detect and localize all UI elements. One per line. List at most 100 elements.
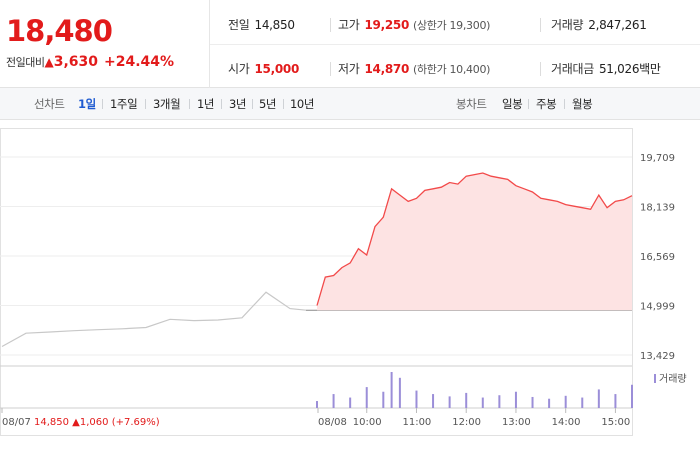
change-value: 3,630 <box>53 54 99 70</box>
stat-open: 시가 15,000 <box>228 60 299 77</box>
candle-chart-group-label: 봉차트 <box>456 97 487 111</box>
stat-divider <box>330 62 331 76</box>
low-label: 저가 <box>338 62 360 76</box>
change-row: 전일대비▲3,630 +24.44% <box>6 54 174 70</box>
x-tick-label: 11:00 <box>402 417 431 428</box>
volume-legend-label: 거래량 <box>659 373 687 385</box>
stat-divider <box>540 62 541 76</box>
chart-period-tabs: 선차트 1일 1주일 3개월 1년 3년 5년 10년 봉차트 일봉 주봉 월봉 <box>0 88 700 120</box>
lower-limit-label: (하한가 <box>413 63 447 76</box>
y-tick-label: 13,429 <box>640 351 675 362</box>
tab-separator <box>564 99 565 109</box>
tab-1day[interactable]: 1일 <box>78 97 96 111</box>
x-tick-label: 13:00 <box>502 417 531 428</box>
stat-amount: 거래대금 51,026백만 <box>551 60 661 77</box>
volume-bar <box>531 396 534 408</box>
high-label: 고가 <box>338 18 360 32</box>
tab-separator <box>189 99 190 109</box>
volume-bar <box>548 398 551 408</box>
tab-weekly-candle[interactable]: 주봉 <box>536 97 557 111</box>
tab-separator <box>528 99 529 109</box>
tab-10year[interactable]: 10년 <box>290 97 315 111</box>
volume-bar <box>332 394 335 408</box>
volume-bar <box>382 391 385 408</box>
open-value: 15,000 <box>254 62 299 76</box>
stat-divider <box>330 18 331 32</box>
stat-divider <box>540 18 541 32</box>
prev-day-summary: 14,850 ▲1,060 (+7.69%) <box>34 417 160 428</box>
volume-bar <box>581 397 584 408</box>
tab-daily-candle[interactable]: 일봉 <box>502 97 523 111</box>
x-tick-label: 15:00 <box>601 417 630 428</box>
y-tick-label: 14,999 <box>640 302 675 313</box>
tab-separator <box>145 99 146 109</box>
line-chart-group-label: 선차트 <box>34 97 65 111</box>
today-area <box>317 173 632 311</box>
amount-label: 거래대금 <box>551 62 594 76</box>
volume-label: 거래량 <box>551 18 584 32</box>
current-price: 18,480 <box>6 14 113 48</box>
change-label: 전일대비 <box>6 56 45 69</box>
lower-limit-value: 10,400) <box>449 63 491 76</box>
volume-bar <box>432 394 435 408</box>
volume-bar <box>498 395 501 408</box>
amount-unit: 백만 <box>639 62 661 76</box>
x-tick-label: 12:00 <box>452 417 481 428</box>
open-label: 시가 <box>228 62 250 76</box>
amount-value: 51,026 <box>598 62 640 76</box>
tab-monthly-candle[interactable]: 월봉 <box>572 97 593 111</box>
prev-day-line <box>1 291 307 348</box>
volume-bar <box>564 395 567 408</box>
tab-separator <box>252 99 253 109</box>
tab-1week[interactable]: 1주일 <box>110 97 138 111</box>
volume-value: 2,847,261 <box>588 18 647 32</box>
triangle-up-icon: ▲ <box>44 55 54 69</box>
volume-legend-swatch <box>654 374 656 383</box>
x-tick-label: 08/07 <box>2 417 31 428</box>
low-value: 14,870 <box>364 62 409 76</box>
volume-bar <box>597 389 600 408</box>
stat-volume: 거래량 2,847,261 <box>551 16 647 33</box>
tab-5year[interactable]: 5년 <box>259 97 277 111</box>
tab-separator <box>283 99 284 109</box>
prev-day-pct: (+7.69%) <box>112 417 160 428</box>
x-tick-label: 08/08 <box>318 417 347 428</box>
volume-bar <box>448 396 451 408</box>
today-price-line <box>316 172 633 306</box>
prev-day-change: 1,060 <box>80 417 112 428</box>
stat-prev-close: 전일 14,850 <box>228 16 295 33</box>
summary-divider <box>210 44 700 45</box>
y-tick-label: 16,569 <box>640 252 675 263</box>
volume-bar <box>349 397 352 408</box>
x-tick-label: 14:00 <box>552 417 581 428</box>
volume-bar <box>365 387 368 408</box>
volume-bar <box>465 392 468 408</box>
volume-bar <box>415 390 418 408</box>
tab-separator <box>102 99 103 109</box>
tab-separator <box>221 99 222 109</box>
volume-bar <box>514 391 517 408</box>
upper-limit-value: 19,300) <box>449 19 491 32</box>
stock-summary: 18,480 전일대비▲3,630 +24.44% 전일 14,850 고가 19,2… <box>0 0 700 88</box>
high-value: 19,250 <box>364 18 409 32</box>
prev-day-close: 14,850 <box>34 417 72 428</box>
upper-limit-label: (상한가 <box>413 19 447 32</box>
chart-frame <box>0 128 633 436</box>
tab-3month[interactable]: 3개월 <box>153 97 181 111</box>
volume-bar <box>481 397 484 408</box>
tab-1year[interactable]: 1년 <box>197 97 215 111</box>
volume-bar <box>398 377 401 408</box>
volume-bar <box>390 372 393 408</box>
volume-bar <box>631 384 633 408</box>
prev-close-label: 전일 <box>228 18 250 32</box>
x-tick-label: 10:00 <box>353 417 382 428</box>
tab-3year[interactable]: 3년 <box>229 97 247 111</box>
volume-bar <box>316 401 318 408</box>
stat-low: 저가 14,870 (하한가 10,400) <box>338 60 490 77</box>
triangle-up-icon: ▲ <box>72 417 80 428</box>
y-tick-label: 18,139 <box>640 203 675 214</box>
price-box: 18,480 전일대비▲3,630 +24.44% <box>0 0 210 88</box>
prev-close-value: 14,850 <box>254 18 295 32</box>
stat-high: 고가 19,250 (상한가 19,300) <box>338 16 490 33</box>
